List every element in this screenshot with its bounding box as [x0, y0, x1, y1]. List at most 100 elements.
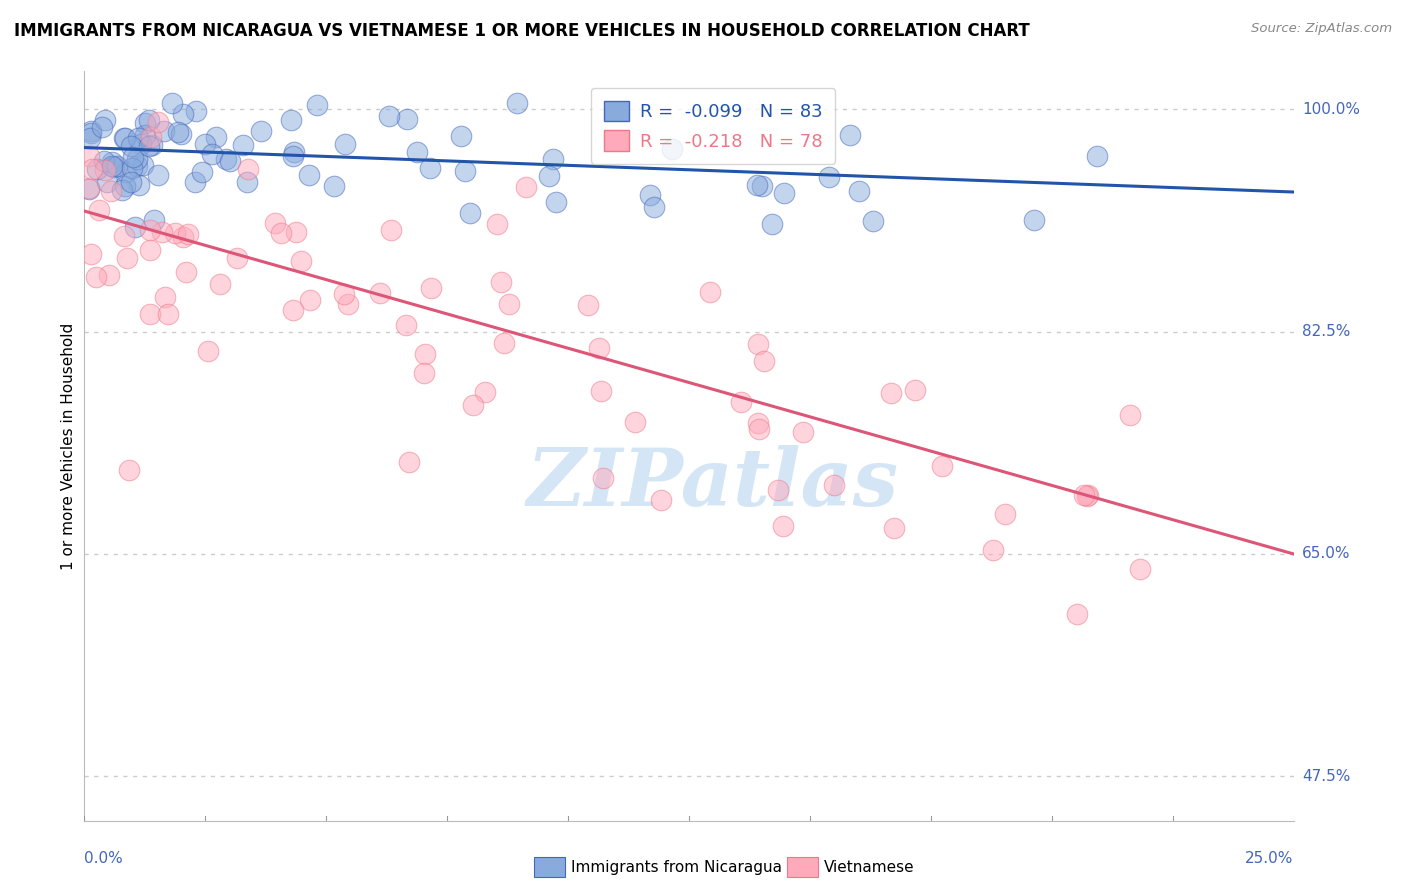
Point — [405, 145, 427, 160]
Point — [124, 220, 146, 235]
Point — [823, 478, 845, 492]
Point — [792, 425, 814, 439]
Y-axis label: 1 or more Vehicles in Household: 1 or more Vehicles in Household — [60, 322, 76, 570]
Point — [172, 229, 194, 244]
Point — [238, 162, 260, 177]
Point — [323, 179, 346, 194]
Text: 25.0%: 25.0% — [1246, 851, 1294, 866]
Point — [80, 246, 103, 260]
Point — [745, 178, 768, 193]
Point — [931, 458, 953, 473]
Point — [163, 226, 186, 240]
Point — [86, 162, 108, 177]
Point — [643, 200, 665, 214]
Point — [141, 138, 163, 153]
Point — [298, 293, 321, 307]
Point — [77, 180, 100, 194]
Point — [89, 202, 111, 217]
Point — [114, 229, 136, 244]
Point — [395, 112, 418, 127]
Text: IMMIGRANTS FROM NICARAGUA VS VIETNAMESE 1 OR MORE VEHICLES IN HOUSEHOLD CORRELAT: IMMIGRANTS FROM NICARAGUA VS VIETNAMESE … — [14, 22, 1029, 40]
Point — [142, 212, 165, 227]
Point — [194, 136, 217, 151]
Point — [1077, 488, 1099, 502]
Text: 47.5%: 47.5% — [1302, 769, 1350, 784]
Point — [1085, 149, 1108, 163]
Point — [79, 130, 101, 145]
Point — [307, 98, 329, 112]
Point — [454, 163, 477, 178]
Point — [486, 217, 509, 231]
Point — [730, 394, 752, 409]
Point — [419, 161, 441, 176]
Point — [1119, 409, 1142, 423]
Point — [1066, 607, 1088, 621]
Point — [184, 175, 207, 189]
Point — [413, 367, 436, 381]
Point — [751, 179, 773, 194]
Point — [368, 285, 391, 300]
Point — [134, 116, 156, 130]
Point — [290, 254, 312, 268]
Point — [270, 226, 292, 240]
Point — [166, 125, 188, 139]
Point — [880, 386, 903, 401]
Point — [174, 265, 197, 279]
Point — [111, 183, 134, 197]
Point — [283, 149, 305, 163]
Point — [139, 307, 162, 321]
Point — [515, 180, 537, 194]
Point — [201, 146, 224, 161]
Point — [747, 417, 769, 431]
Point — [752, 354, 775, 368]
Point — [592, 471, 614, 485]
Point — [494, 336, 516, 351]
Point — [538, 169, 561, 184]
Point — [450, 129, 472, 144]
Point — [129, 137, 152, 152]
Point — [93, 153, 115, 168]
Point — [134, 128, 156, 142]
Point — [748, 422, 770, 436]
Point — [699, 285, 721, 299]
Point — [80, 127, 103, 141]
Point — [153, 124, 176, 138]
Point — [335, 136, 357, 151]
Point — [177, 227, 200, 241]
Point — [413, 346, 436, 360]
Point — [121, 161, 143, 175]
Point — [100, 185, 122, 199]
Point — [498, 297, 520, 311]
Text: Vietnamese: Vietnamese — [824, 860, 914, 874]
Point — [127, 131, 149, 145]
Point — [1024, 213, 1046, 227]
Point — [541, 152, 564, 166]
Text: 65.0%: 65.0% — [1302, 547, 1350, 561]
Point — [155, 290, 177, 304]
Point — [772, 519, 794, 533]
Point — [505, 96, 527, 111]
Point — [191, 164, 214, 178]
Point — [249, 124, 271, 138]
Point — [232, 138, 254, 153]
Point — [747, 336, 769, 351]
Legend: R =  -0.099   N = 83, R =  -0.218   N = 78: R = -0.099 N = 83, R = -0.218 N = 78 — [591, 88, 835, 164]
Point — [761, 217, 783, 231]
Point — [94, 163, 117, 178]
Point — [132, 158, 155, 172]
Point — [398, 455, 420, 469]
Point — [169, 127, 191, 141]
Point — [624, 415, 647, 429]
Point — [146, 115, 169, 129]
Text: 0.0%: 0.0% — [84, 851, 124, 866]
Point — [121, 150, 143, 164]
Point — [263, 216, 285, 230]
Point — [298, 169, 321, 183]
Point — [97, 268, 120, 282]
Point — [1129, 562, 1152, 576]
Point — [103, 160, 125, 174]
Point — [120, 138, 142, 153]
Point — [862, 214, 884, 228]
Point — [461, 398, 484, 412]
Point — [138, 138, 160, 153]
